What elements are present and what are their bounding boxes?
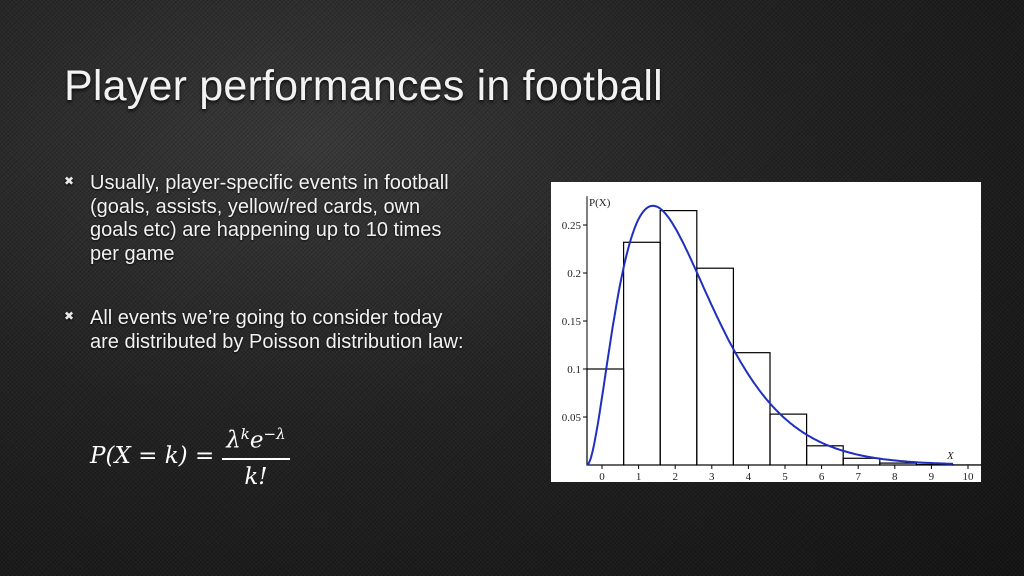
x-tick-label: 7: [855, 471, 861, 482]
x-tick-label: 6: [819, 471, 825, 482]
x-axis-label: X: [946, 450, 955, 462]
y-tick-label: 0.15: [562, 316, 582, 328]
fit-curve-line: [586, 204, 953, 466]
x-tick-label: 10: [963, 471, 975, 482]
bullet-marker-icon: ✖: [64, 174, 75, 188]
y-tick-label: 0.05: [562, 412, 582, 424]
bullet-item: ✖ All events we’re going to consider tod…: [64, 307, 464, 354]
slide-title: Player performances in football: [64, 62, 663, 110]
formula-fraction: λke−λ k!: [222, 420, 290, 492]
bar: [659, 210, 698, 466]
x-tick-label: 8: [892, 471, 898, 482]
y-axis-label: P(X): [589, 197, 611, 209]
bullet-list: ✖ Usually, player-specific events in foo…: [64, 172, 464, 354]
x-tick-label: 0: [599, 471, 605, 482]
poisson-chart: 0.05 0.1 0.15 0.2 0.25 0 1 2 3 4 5 6 7 8 9 10 P(X) X: [551, 182, 981, 482]
x-tick-label: 9: [929, 471, 935, 482]
bullet-text: All events we’re going to consider today…: [90, 307, 464, 353]
x-tick-label: 1: [636, 471, 642, 482]
formula-numerator: λke−λ: [222, 420, 290, 460]
bar: [696, 267, 735, 466]
bullet-item: ✖ Usually, player-specific events in foo…: [64, 172, 464, 266]
bar: [842, 457, 881, 466]
x-tick-label: 3: [709, 471, 715, 482]
x-tick-label: 2: [672, 471, 678, 482]
poisson-formula: P(X = k) = λke−λ k!: [90, 420, 290, 492]
formula-denominator: k!: [244, 463, 268, 490]
bar: [732, 352, 771, 466]
bullet-marker-icon: ✖: [64, 309, 75, 323]
y-tick-label: 0.2: [567, 268, 581, 280]
y-tick-label: 0.25: [562, 220, 582, 232]
y-tick-label: 0.1: [567, 364, 581, 376]
x-tick-label: 4: [746, 471, 752, 482]
formula-lhs: P(X = k) =: [90, 442, 215, 469]
x-tick-label: 5: [782, 471, 788, 482]
chart-svg: 0.05 0.1 0.15 0.2 0.25 0 1 2 3 4 5 6 7 8 9 10 P(X) X: [562, 196, 981, 482]
bullet-text: Usually, player-specific events in footb…: [90, 172, 449, 265]
bar: [622, 241, 661, 466]
